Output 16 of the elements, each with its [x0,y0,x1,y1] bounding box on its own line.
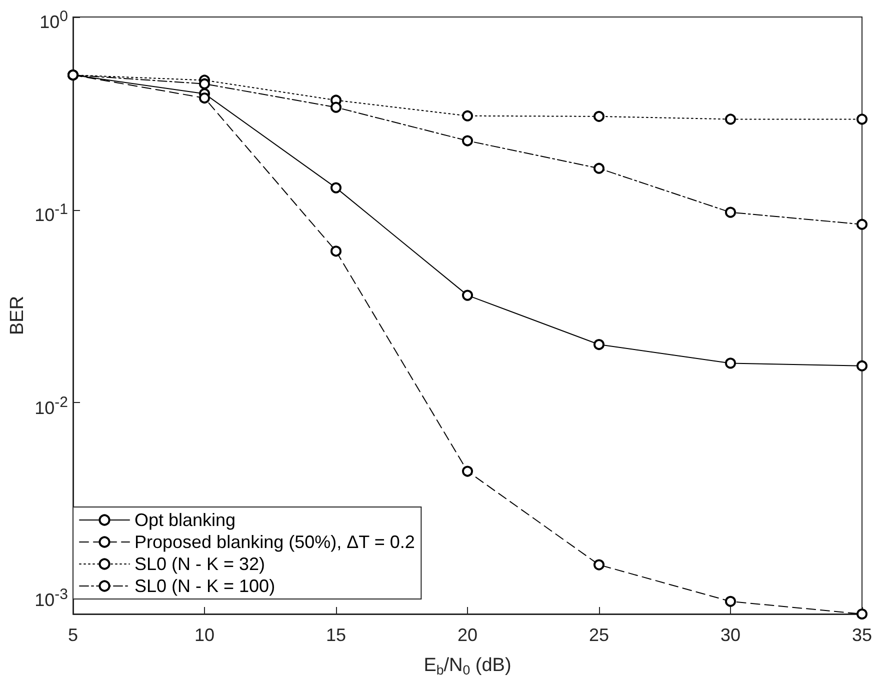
legend-label: SL0 (N - K = 100) [134,576,276,596]
legend-label: Proposed blanking (50%), ΔT = 0.2 [134,532,415,552]
x-tick-label: 15 [326,625,346,645]
y-tick-label: 10$^{-2}$ [34,392,68,418]
x-tick-label: 35 [852,625,872,645]
x-tick-label: 30 [720,625,741,645]
legend-label: Opt blanking [134,510,236,530]
y-tick-label: 10$^{-3}$ [34,585,68,610]
x-tick-label: 20 [457,625,478,645]
x-tick-label: 10 [194,625,215,645]
y-tick-label: 10$^{0}$ [40,7,68,32]
x-tick-label: 25 [588,625,610,645]
x-tick-label: 5 [68,625,78,645]
legend-label: SL0 (N - K = 32) [134,554,266,574]
y-axis-title: BER [7,296,28,336]
y-tick-label: 10$^{-1}$ [34,200,68,225]
